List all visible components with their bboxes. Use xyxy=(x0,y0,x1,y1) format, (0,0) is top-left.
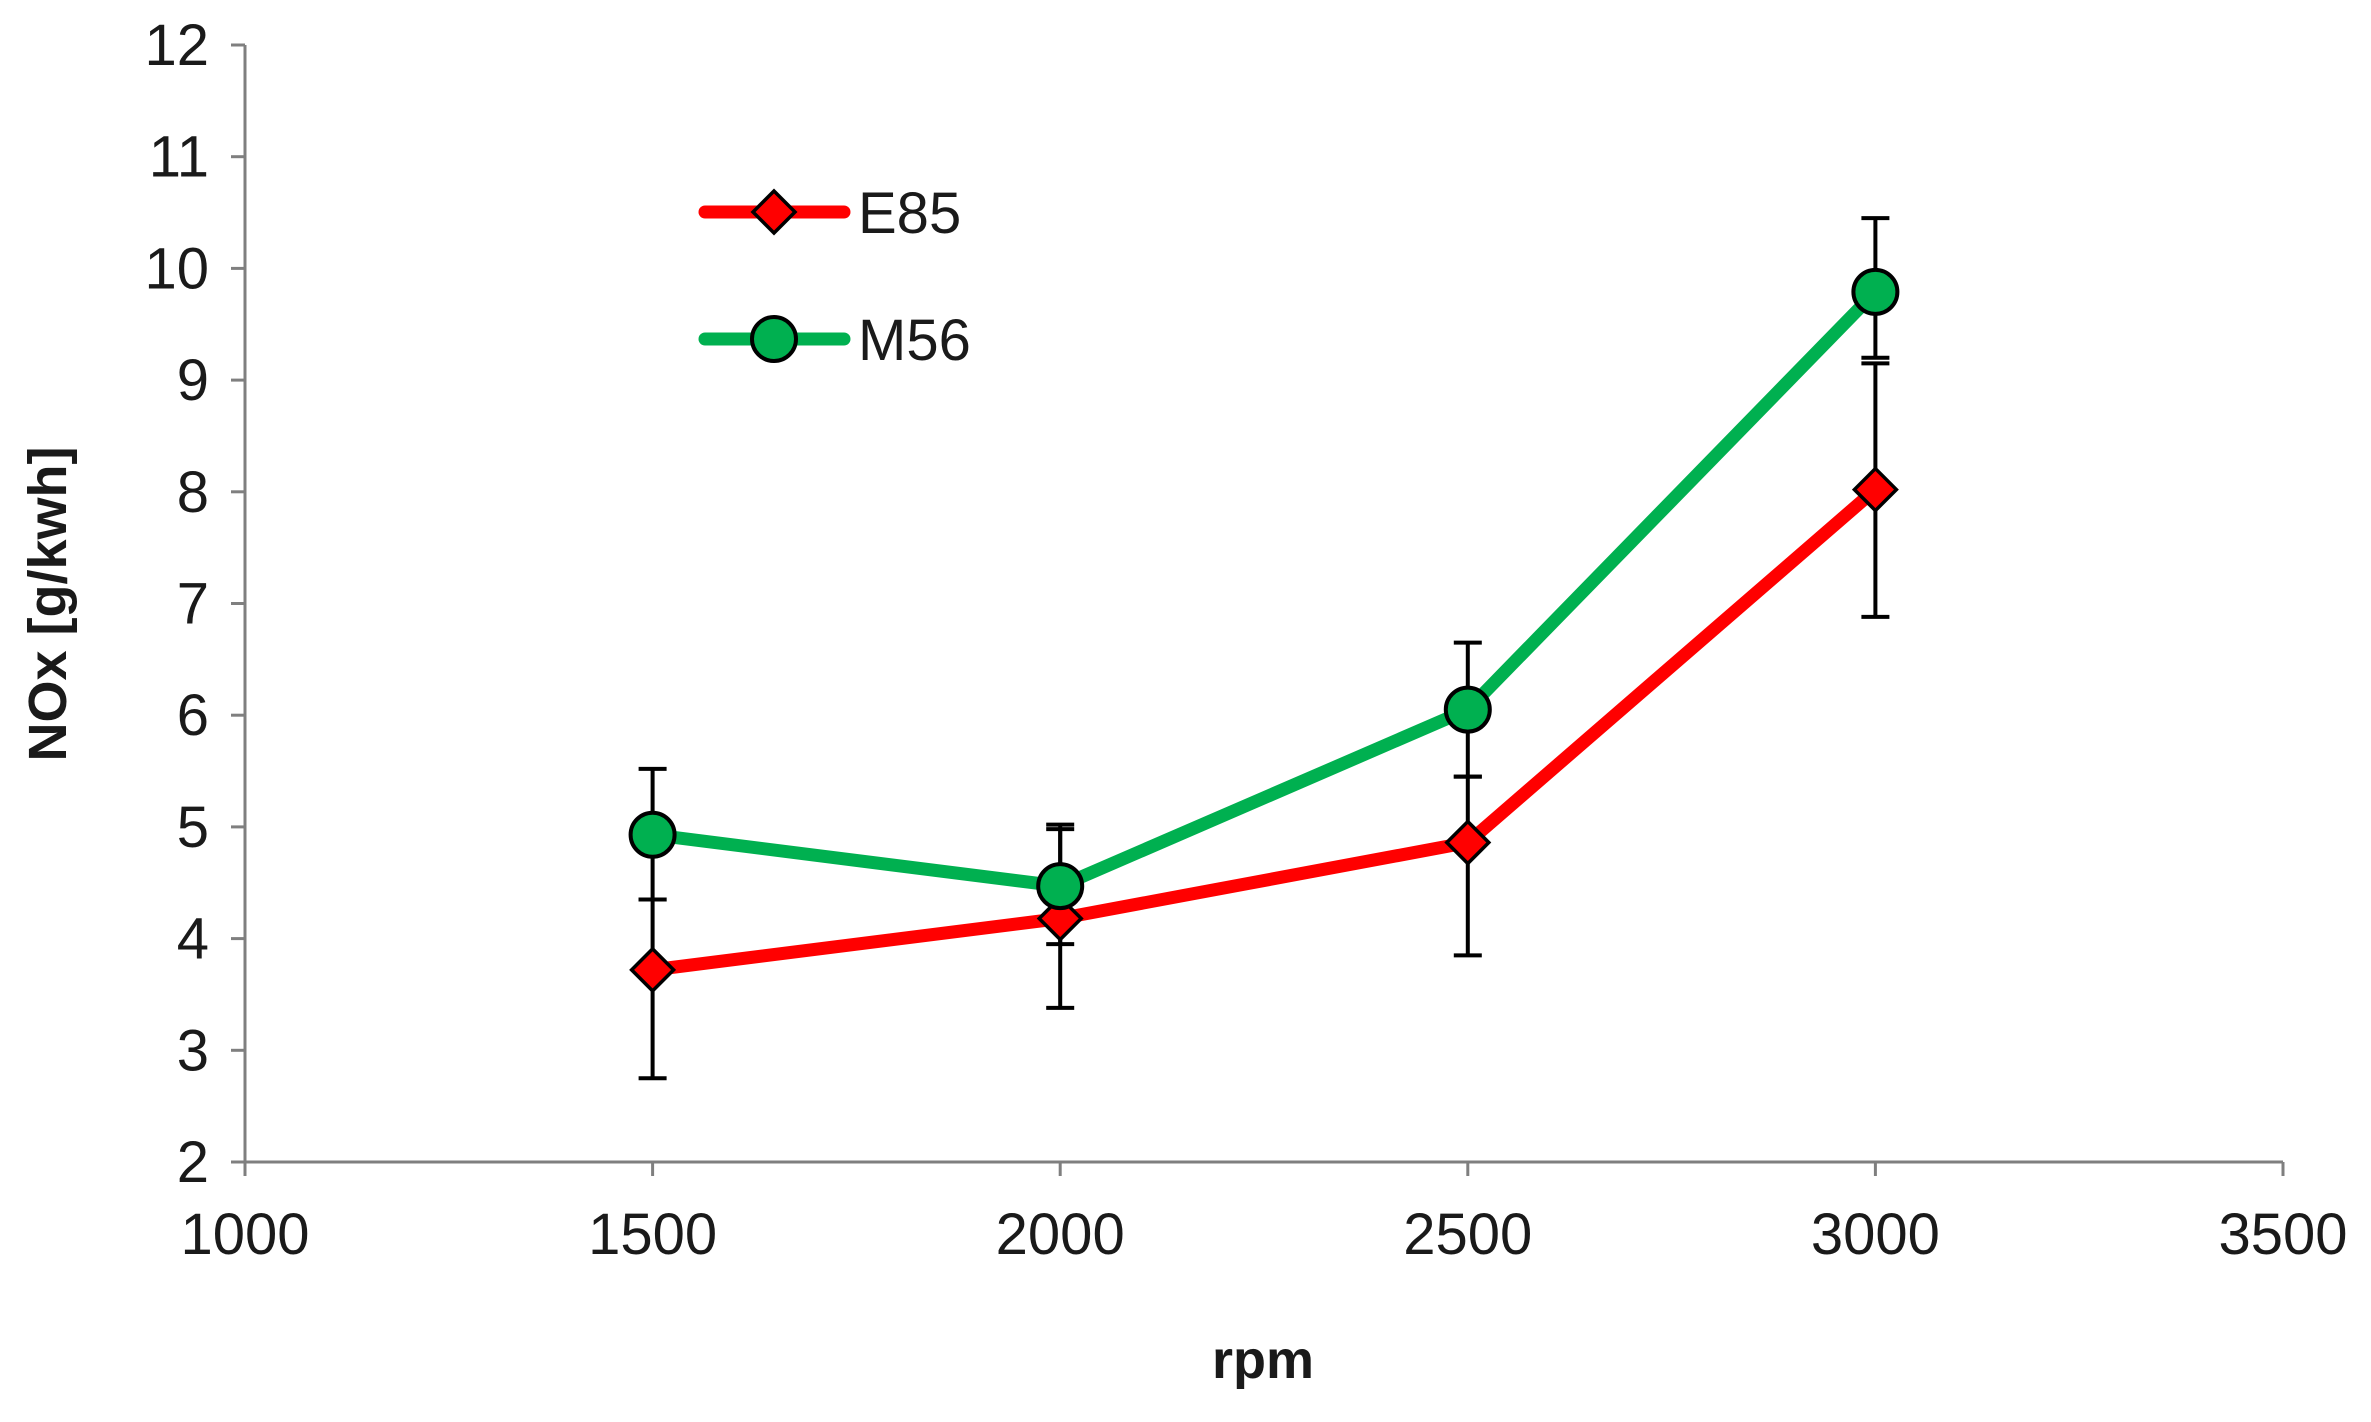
y-tick-label: 5 xyxy=(177,795,209,860)
legend-item-e85: E85 xyxy=(698,181,961,246)
error-bars xyxy=(638,216,1890,1081)
point-e85-2000 xyxy=(1036,895,1084,942)
series-line-e85 xyxy=(646,483,1882,977)
y-tick-label: 4 xyxy=(177,907,209,972)
legend-item-m56: M56 xyxy=(698,308,971,373)
y-tick-label: 2 xyxy=(177,1130,209,1195)
legend-marker-m56 xyxy=(750,315,798,363)
x-tick-label: 3000 xyxy=(1811,1202,1940,1267)
point-m56-2000 xyxy=(1036,862,1085,911)
legend-label-e85: E85 xyxy=(858,181,961,246)
y-tick-label: 10 xyxy=(144,236,209,301)
y-tick-label: 7 xyxy=(177,572,209,637)
y-tick-label: 11 xyxy=(149,125,209,190)
series-markers xyxy=(628,267,1900,994)
y-tick-label: 8 xyxy=(177,460,209,525)
y-tick-label: 9 xyxy=(177,348,209,413)
x-tick-label: 3500 xyxy=(2218,1202,2347,1267)
series-line-m56 xyxy=(646,285,1882,893)
axes: 2 3 4 5 6 7 8 9 10 11 12 1000 1500 2000 2500 3000 3500 xyxy=(144,13,2347,1267)
x-tick-label: 1500 xyxy=(588,1202,717,1267)
point-m56-3000 xyxy=(1851,267,1900,316)
x-tick-label: 1000 xyxy=(180,1202,309,1267)
legend-label-m56: M56 xyxy=(858,308,971,373)
series-lines xyxy=(646,285,1882,977)
y-tick-label: 3 xyxy=(177,1018,209,1083)
point-e85-2500 xyxy=(1444,819,1492,867)
x-tick-label: 2500 xyxy=(1403,1202,1532,1267)
y-tick-label: 12 xyxy=(144,13,209,78)
point-e85-1500 xyxy=(629,946,677,994)
x-axis-title: rpm xyxy=(1212,1330,1314,1390)
point-m56-1500 xyxy=(628,810,677,859)
legend: E85 M56 xyxy=(698,181,971,373)
y-axis-title: NOx [g/kwh] xyxy=(18,446,78,761)
y-tick-label: 6 xyxy=(177,683,209,748)
x-tick-label: 2000 xyxy=(996,1202,1125,1267)
legend-marker-e85 xyxy=(750,188,798,236)
point-e85-3000 xyxy=(1851,466,1899,514)
point-m56-2500 xyxy=(1443,685,1492,734)
